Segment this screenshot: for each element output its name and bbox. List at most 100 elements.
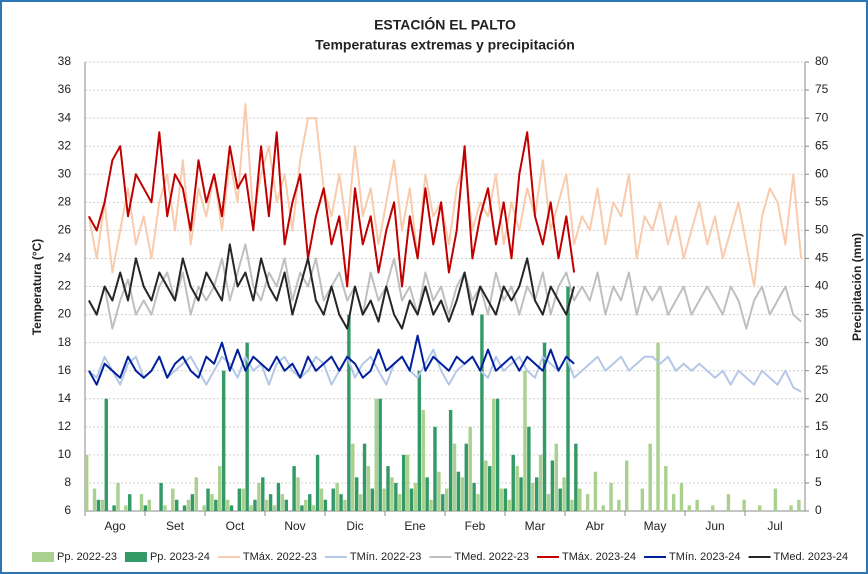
bar: [100, 499, 105, 511]
bar: [268, 494, 273, 511]
bar: [546, 494, 551, 511]
bar: [386, 466, 390, 511]
bar: [441, 494, 445, 511]
x-tick-label: Nov: [284, 519, 305, 533]
bar: [789, 505, 793, 511]
x-tick-label: Ene: [404, 519, 426, 533]
bar: [695, 499, 699, 511]
bar: [339, 494, 343, 511]
bar: [116, 482, 120, 511]
bar: [511, 454, 515, 511]
y2-tick-label: 40: [815, 279, 829, 293]
y-tick-label: 28: [58, 194, 72, 208]
y-tick-label: 12: [58, 419, 72, 433]
y-tick-label: 32: [58, 138, 72, 152]
bar: [202, 505, 206, 511]
bar: [92, 488, 97, 511]
bar: [394, 482, 398, 511]
y2-axis-label: Precipitación (mm): [850, 233, 864, 341]
bar: [218, 466, 222, 511]
bar: [225, 499, 230, 511]
bar: [558, 488, 562, 511]
bar: [578, 488, 582, 511]
x-tick-label: Abr: [586, 519, 605, 533]
y-tick-label: 36: [58, 82, 72, 96]
bar: [311, 505, 316, 511]
bar: [358, 494, 363, 511]
bar: [405, 454, 410, 511]
bar: [175, 499, 179, 511]
bar: [515, 466, 519, 511]
legend-swatch: [32, 552, 54, 562]
y-tick-label: 24: [58, 251, 72, 265]
bar: [726, 494, 731, 511]
bar: [429, 499, 433, 511]
bar: [229, 505, 234, 511]
bar: [214, 499, 218, 511]
bar: [617, 499, 621, 511]
bar: [593, 471, 598, 511]
bar: [292, 466, 296, 511]
bar: [448, 409, 453, 511]
bar: [284, 499, 288, 511]
bar: [253, 499, 257, 511]
bar: [147, 499, 152, 511]
bar: [433, 426, 437, 511]
bar: [171, 488, 175, 511]
bar: [671, 494, 676, 511]
bar: [265, 499, 269, 511]
bar: [711, 505, 715, 511]
chart-title: ESTACIÓN EL PALTO: [374, 16, 516, 33]
bar: [648, 443, 652, 511]
y-tick-label: 20: [58, 307, 72, 321]
bar: [437, 471, 441, 511]
bar: [190, 494, 195, 511]
bar: [347, 314, 351, 511]
x-tick-label: Jun: [705, 519, 724, 533]
bar: [413, 482, 418, 511]
bar: [221, 370, 226, 511]
bar: [550, 460, 555, 511]
y2-tick-label: 60: [815, 166, 829, 180]
y-tick-label: 6: [64, 503, 71, 517]
bar: [664, 466, 668, 511]
bar: [499, 488, 504, 511]
bar: [237, 488, 242, 511]
bar: [519, 477, 523, 511]
y-tick-label: 34: [58, 110, 72, 124]
bar: [276, 482, 281, 511]
bar: [542, 342, 547, 511]
bar: [272, 505, 277, 511]
bar: [452, 443, 457, 511]
chart-subtitle: Temperaturas extremas y precipitación: [315, 37, 575, 53]
y-axis-label: Temperatura (°C): [30, 239, 44, 336]
bar: [425, 477, 429, 511]
bar: [398, 494, 402, 511]
y2-tick-label: 65: [815, 138, 829, 152]
legend-label: Pp. 2022-23: [57, 551, 117, 563]
y-tick-label: 38: [58, 54, 72, 68]
y2-tick-label: 15: [815, 419, 829, 433]
bar: [531, 482, 535, 511]
bar: [476, 494, 480, 511]
bar: [625, 460, 629, 511]
bar: [104, 398, 108, 511]
bar: [797, 499, 801, 511]
bar: [308, 494, 312, 511]
bar: [159, 482, 163, 511]
x-tick-label: Mar: [525, 519, 546, 533]
bar: [186, 499, 191, 511]
line: [88, 243, 576, 330]
y-tick-label: 8: [64, 475, 71, 489]
y-tick-label: 10: [58, 447, 72, 461]
bar: [464, 443, 468, 511]
bar: [245, 342, 249, 511]
bar: [773, 488, 778, 511]
y2-tick-label: 35: [815, 307, 829, 321]
bar: [194, 477, 198, 511]
x-tick-label: May: [644, 519, 667, 533]
bar: [335, 482, 339, 511]
bar: [112, 505, 116, 511]
bar: [315, 454, 320, 511]
bar: [574, 443, 578, 511]
